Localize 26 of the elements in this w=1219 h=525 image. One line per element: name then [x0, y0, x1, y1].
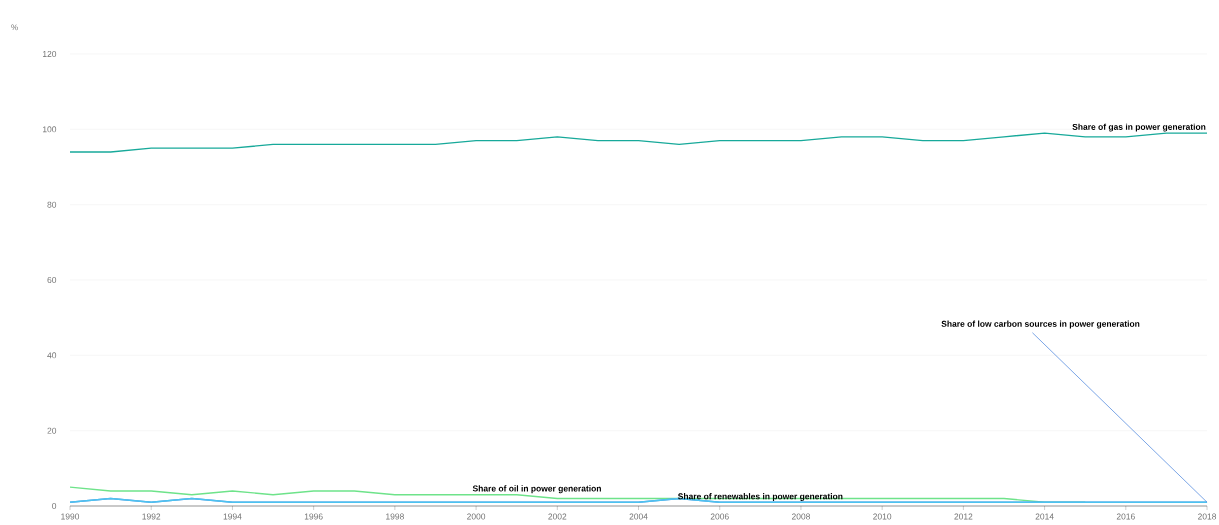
- x-tick-label: 1992: [142, 513, 161, 520]
- x-tick-label: 1994: [223, 513, 242, 520]
- x-tick-label: 2010: [873, 513, 892, 520]
- series-label: Share of gas in power generation: [1072, 123, 1206, 132]
- x-tick-label: 2004: [629, 513, 648, 520]
- y-tick-label: 100: [43, 126, 57, 133]
- y-tick-label: 120: [43, 51, 57, 57]
- x-tick-label: 2016: [1116, 513, 1135, 520]
- x-tick-label: 2012: [954, 513, 973, 520]
- series-label: Share of renewables in power generation: [678, 493, 843, 502]
- y-tick-label: 40: [47, 352, 57, 359]
- text: Share of low carbon sources in power generation: [941, 320, 1140, 329]
- y-tick-label: 80: [47, 201, 57, 208]
- series-label: Share of oil in power generation: [472, 485, 601, 494]
- y-tick-label: 20: [47, 427, 57, 434]
- x-tick-label: 1998: [386, 513, 404, 520]
- x-tick-label: 2002: [548, 513, 567, 520]
- x-tick-label: 2000: [467, 513, 486, 520]
- y-tick-label: 60: [47, 277, 57, 283]
- y-tick-label: 0: [52, 503, 57, 509]
- x-tick-label: 1990: [61, 513, 80, 520]
- x-tick-label: 2018: [1198, 513, 1217, 520]
- x-tick-label: 2008: [791, 513, 810, 520]
- x-tick-label: 2006: [710, 513, 729, 520]
- x-tick-label: 2014: [1035, 513, 1054, 520]
- x-tick-label: 1996: [304, 513, 323, 520]
